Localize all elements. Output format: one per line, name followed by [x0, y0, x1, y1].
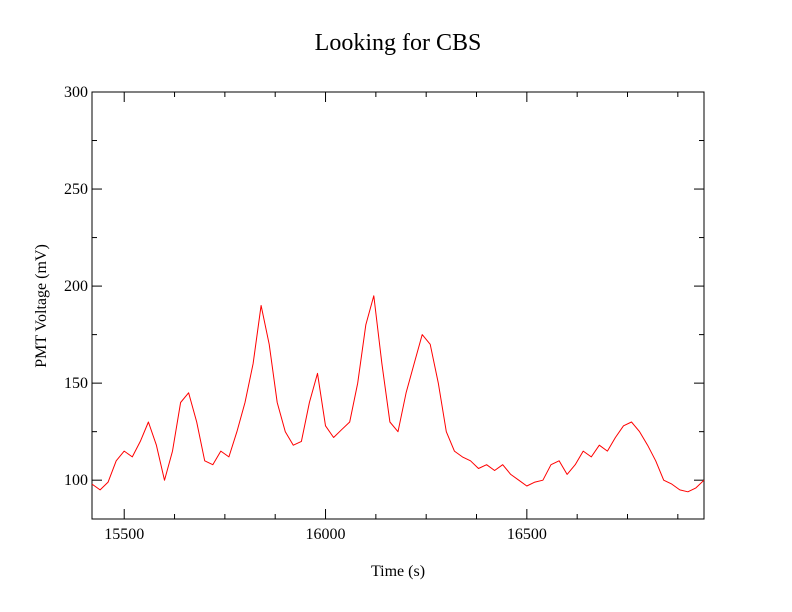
y-tick-label: 150: [64, 375, 88, 392]
series-line: [91, 295, 705, 493]
x-tick-label: 15500: [104, 526, 144, 543]
x-axis-label: Time (s): [371, 563, 425, 580]
x-tick-label: 16000: [306, 526, 346, 543]
y-axis-label: PMT Voltage (mV): [33, 244, 50, 368]
axis-ticks: [92, 91, 704, 519]
plot-frame: [91, 91, 705, 520]
y-tick-label: 100: [64, 472, 88, 489]
y-tick-label: 200: [64, 278, 88, 295]
x-tick-label: 16500: [507, 526, 547, 543]
axis-tick-labels: 15500 16000 16500 100 150 200 250 300: [64, 84, 547, 543]
y-tick-label: 250: [64, 181, 88, 198]
plot-area: 15500 16000 16500 100 150 200 250 300: [64, 84, 705, 543]
chart-title: Looking for CBS: [315, 30, 482, 56]
y-tick-label: 300: [64, 84, 88, 101]
